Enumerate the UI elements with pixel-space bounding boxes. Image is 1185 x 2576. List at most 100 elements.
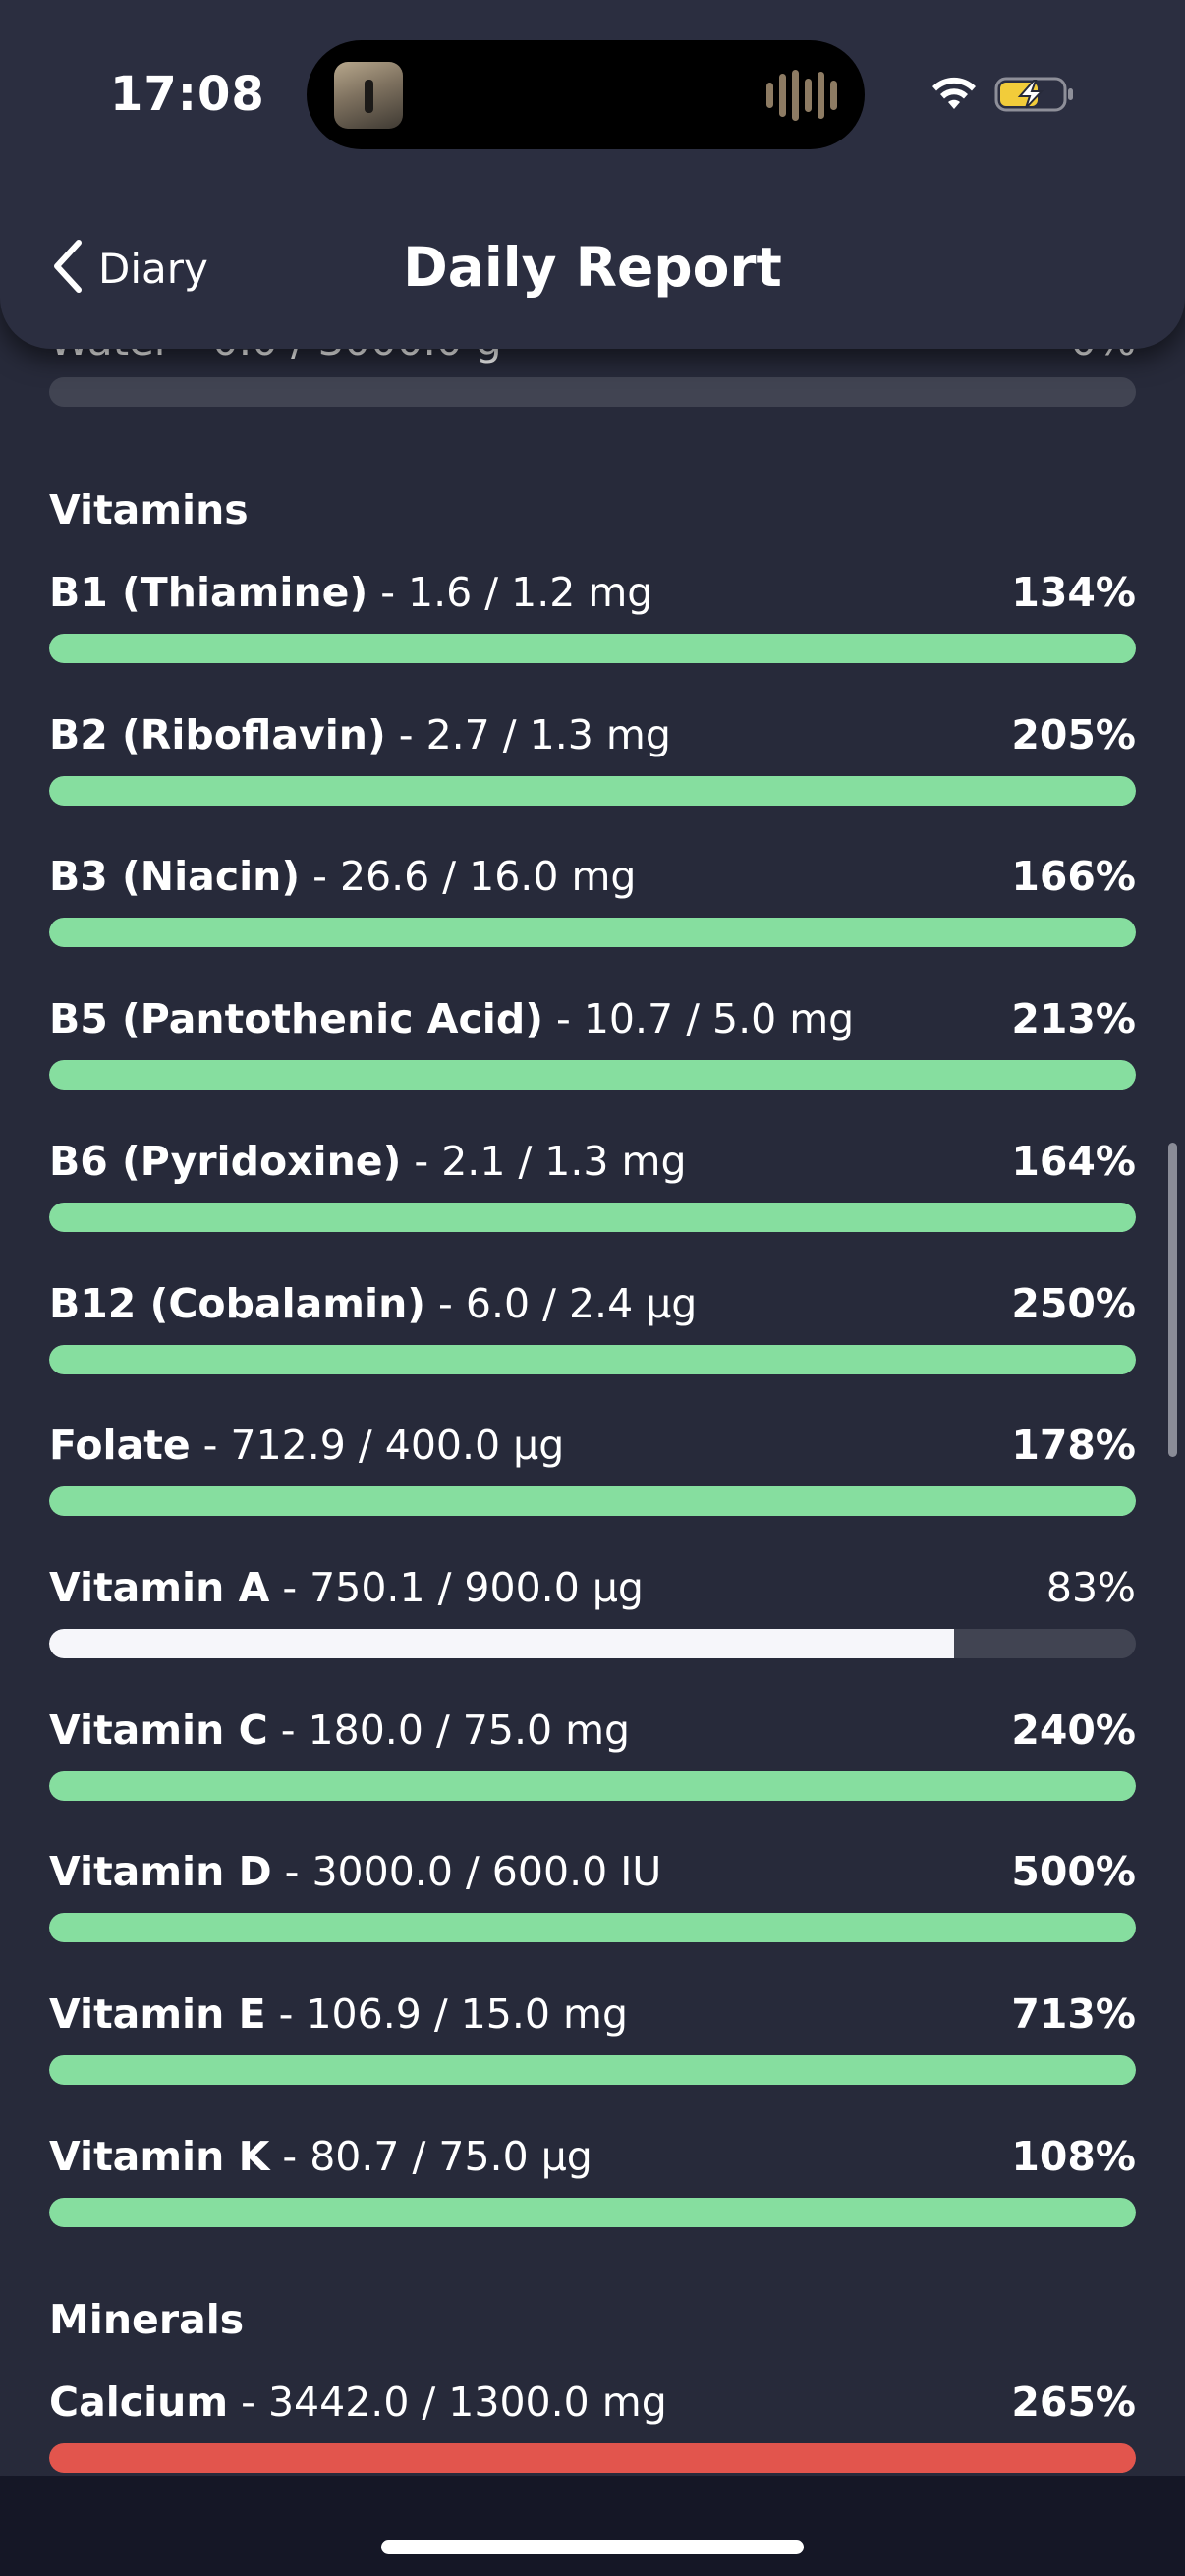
nutrient-progress-bar — [49, 634, 1136, 663]
nutrient-progress-bar — [49, 918, 1136, 948]
water-progress-bar — [49, 377, 1136, 407]
nutrient-amount: - 712.9 / 400.0 µg — [190, 1422, 565, 1470]
nutrient-row: Vitamin D - 3000.0 / 600.0 IU 500% — [49, 1847, 1136, 1945]
nutrient-progress-fill — [49, 1344, 1136, 1374]
nutrient-label: Vitamin K - 80.7 / 75.0 µg — [49, 2132, 592, 2181]
nutrient-progress-bar — [49, 1060, 1136, 1091]
nutrient-name: Vitamin D — [49, 1848, 272, 1896]
nutrient-row: Vitamin A - 750.1 / 900.0 µg 83% — [49, 1563, 1136, 1661]
nutrient-name: B6 (Pyridoxine) — [49, 1137, 402, 1185]
nutrient-percent: 164% — [1011, 1137, 1136, 1185]
nutrient-name: Vitamin E — [49, 1990, 266, 2038]
scroll-indicator[interactable] — [1168, 1143, 1177, 1457]
audio-waveform-icon — [766, 70, 837, 121]
nutrient-percent: 134% — [1011, 569, 1136, 616]
nutrient-progress-fill — [49, 634, 1136, 663]
nutrient-progress-bar — [49, 775, 1136, 806]
nutrient-progress-fill — [49, 1913, 1136, 1943]
nutrient-name: B5 (Pantothenic Acid) — [49, 995, 543, 1043]
status-bar: 17:08 — [0, 0, 1185, 187]
nutrient-row: Vitamin C - 180.0 / 75.0 mg 240% — [49, 1706, 1136, 1804]
nutrient-amount: - 80.7 / 75.0 µg — [269, 2132, 592, 2180]
report-scroll-area[interactable]: Water - 0.0 / 3000.0 g 0% Vitamins B1 (T… — [0, 0, 1185, 2476]
nutrient-label: B12 (Cobalamin) - 6.0 / 2.4 µg — [49, 1279, 697, 1328]
nutrient-percent: 108% — [1011, 2132, 1136, 2180]
dynamic-island[interactable] — [307, 40, 865, 149]
vitamins-section-title: Vitamins — [49, 486, 249, 533]
nutrient-row: B1 (Thiamine) - 1.6 / 1.2 mg 134% — [49, 568, 1136, 666]
nutrient-name: Calcium — [49, 2379, 229, 2426]
nutrient-label: B6 (Pyridoxine) - 2.1 / 1.3 mg — [49, 1137, 687, 1186]
nutrient-progress-bar — [49, 2197, 1136, 2227]
nutrient-amount: - 10.7 / 5.0 mg — [542, 995, 855, 1043]
nutrient-progress-fill — [49, 1770, 1136, 1801]
nutrient-progress-fill — [49, 2443, 1136, 2473]
nutrient-progress-fill — [49, 1202, 1136, 1232]
nutrient-label: Vitamin D - 3000.0 / 600.0 IU — [49, 1847, 661, 1896]
nutrient-amount: - 2.7 / 1.3 mg — [385, 710, 671, 758]
nutrient-label: B5 (Pantothenic Acid) - 10.7 / 5.0 mg — [49, 994, 854, 1043]
nutrient-amount: - 3442.0 / 1300.0 mg — [228, 2379, 667, 2426]
nutrient-label: Folate - 712.9 / 400.0 µg — [49, 1421, 564, 1470]
nutrient-row: B5 (Pantothenic Acid) - 10.7 / 5.0 mg 213… — [49, 994, 1136, 1092]
status-icons — [930, 71, 1075, 122]
nutrient-percent: 205% — [1011, 710, 1136, 758]
nutrient-row: Vitamin E - 106.9 / 15.0 mg 713% — [49, 1989, 1136, 2088]
nutrient-label: Vitamin A - 750.1 / 900.0 µg — [49, 1563, 644, 1612]
nutrient-amount: - 6.0 / 2.4 µg — [425, 1279, 698, 1327]
nutrient-label: Vitamin C - 180.0 / 75.0 mg — [49, 1706, 630, 1755]
nutrient-progress-fill — [49, 1628, 955, 1658]
nutrient-progress-fill — [49, 918, 1136, 948]
home-indicator[interactable] — [381, 2540, 804, 2554]
nutrient-name: Vitamin A — [49, 1563, 270, 1611]
nutrient-percent: 213% — [1011, 995, 1136, 1043]
nutrient-progress-fill — [49, 775, 1136, 806]
nutrient-progress-bar — [49, 1770, 1136, 1801]
nutrient-progress-bar — [49, 1628, 1136, 1658]
nutrient-row: B12 (Cobalamin) - 6.0 / 2.4 µg 250% — [49, 1279, 1136, 1377]
nutrient-progress-fill — [49, 2197, 1136, 2227]
nutrient-amount: - 1.6 / 1.2 mg — [367, 569, 653, 616]
wifi-icon — [930, 76, 979, 117]
nutrient-name: B2 (Riboflavin) — [49, 710, 386, 758]
nutrient-row: Calcium - 3442.0 / 1300.0 mg 265% — [49, 2378, 1136, 2476]
back-button-label: Diary — [98, 244, 208, 293]
nutrient-percent: 83% — [1045, 1563, 1136, 1611]
nutrient-row: B3 (Niacin) - 26.6 / 16.0 mg 166% — [49, 852, 1136, 950]
nutrient-row: Vitamin K - 80.7 / 75.0 µg 108% — [49, 2132, 1136, 2230]
nutrient-percent: 265% — [1011, 2379, 1136, 2426]
nutrient-label: Vitamin E - 106.9 / 15.0 mg — [49, 1989, 628, 2039]
nutrient-percent: 250% — [1011, 1279, 1136, 1327]
chevron-left-icon — [51, 239, 85, 298]
bottom-bar — [0, 2476, 1185, 2576]
nutrient-percent: 713% — [1011, 1990, 1136, 2038]
nutrient-row: Folate - 712.9 / 400.0 µg 178% — [49, 1421, 1136, 1519]
navigation-bar: 17:08 — [0, 0, 1185, 349]
nutrient-amount: - 26.6 / 16.0 mg — [300, 853, 637, 901]
nutrient-row: B2 (Riboflavin) - 2.7 / 1.3 mg 205% — [49, 710, 1136, 809]
nutrient-progress-fill — [49, 1486, 1136, 1517]
minerals-section-title: Minerals — [49, 2296, 245, 2343]
nutrient-name: Folate — [49, 1422, 191, 1470]
back-button[interactable]: Diary — [51, 239, 208, 298]
nutrient-percent: 500% — [1011, 1848, 1136, 1896]
nutrient-label: B3 (Niacin) - 26.6 / 16.0 mg — [49, 852, 636, 901]
battery-charging-icon — [994, 75, 1075, 118]
nutrient-name: B1 (Thiamine) — [49, 569, 368, 616]
nutrient-row: B6 (Pyridoxine) - 2.1 / 1.3 mg 164% — [49, 1137, 1136, 1235]
nutrient-label: B2 (Riboflavin) - 2.7 / 1.3 mg — [49, 710, 671, 759]
nutrient-amount: - 180.0 / 75.0 mg — [267, 1706, 631, 1754]
status-time: 17:08 — [110, 67, 265, 122]
nutrient-progress-bar — [49, 2055, 1136, 2085]
nutrient-name: Vitamin K — [49, 2132, 270, 2180]
nutrient-progress-bar — [49, 2443, 1136, 2473]
nutrient-name: Vitamin C — [49, 1706, 268, 1754]
nutrient-amount: - 3000.0 / 600.0 IU — [271, 1848, 662, 1896]
nutrient-name: B3 (Niacin) — [49, 853, 301, 901]
page-title: Daily Report — [403, 236, 782, 299]
nutrient-percent: 240% — [1011, 1706, 1136, 1754]
nutrient-progress-fill — [49, 1060, 1136, 1091]
nutrient-percent: 178% — [1011, 1422, 1136, 1470]
nutrient-progress-bar — [49, 1202, 1136, 1232]
nutrient-amount: - 2.1 / 1.3 mg — [401, 1137, 687, 1185]
